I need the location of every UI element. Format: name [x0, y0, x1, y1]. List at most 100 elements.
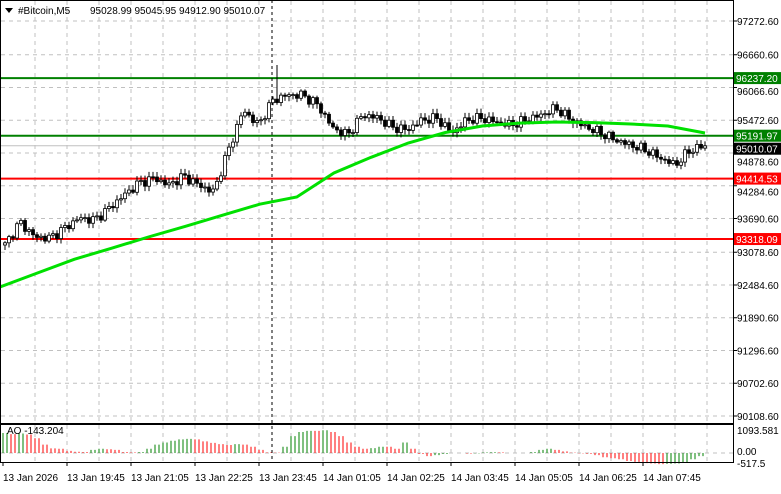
x-tick-label: 13 Jan 19:45	[67, 473, 125, 484]
moving-average-line	[0, 120, 706, 289]
candle-body	[99, 215, 103, 221]
candle-body	[179, 173, 183, 186]
ao-label: AO -143.204	[7, 426, 64, 437]
candle-body	[175, 181, 179, 186]
candle-body	[27, 229, 31, 232]
candle-body	[47, 234, 51, 242]
candle-body	[187, 174, 191, 185]
candle-body	[71, 220, 75, 230]
candle-body	[311, 97, 315, 105]
x-tick-label: 14 Jan 03:45	[451, 473, 509, 484]
candle-body	[403, 124, 407, 130]
y-tick-label: 90702.60	[737, 379, 779, 390]
horizontal-levels	[1, 77, 733, 241]
candle-body	[151, 176, 155, 179]
current-price-label: 95010.07	[736, 145, 778, 156]
candle-body	[7, 236, 11, 244]
candle-body	[523, 116, 527, 122]
candle-body	[3, 242, 7, 246]
candle-body	[599, 125, 603, 136]
level-label-bg	[734, 72, 781, 85]
candle-body	[39, 235, 43, 238]
candle-body	[363, 116, 367, 119]
collapse-triangle-icon[interactable]	[5, 8, 13, 13]
candle-body	[339, 129, 343, 136]
candle-body	[255, 120, 259, 123]
candle-body	[611, 131, 615, 141]
candle-body	[627, 141, 631, 145]
y-tick-label: 92484.60	[737, 281, 779, 292]
candle-body	[559, 109, 563, 117]
candle-body	[331, 122, 335, 128]
candle-body	[51, 233, 55, 236]
candle-body	[551, 104, 555, 115]
candle-body	[419, 117, 423, 126]
candle-body	[115, 199, 119, 209]
candle-body	[19, 220, 23, 225]
candle-body	[675, 160, 679, 166]
level-label: 93318.09	[736, 235, 778, 246]
y-tick-label: 96660.60	[737, 51, 779, 62]
candle-body	[263, 118, 267, 121]
candle-body	[307, 95, 311, 105]
candle-body	[491, 116, 495, 123]
candle-body	[399, 124, 403, 133]
candle-body	[383, 119, 387, 127]
ao-scale-min: -517.5	[737, 459, 766, 470]
x-tick-label: 13 Jan 23:45	[259, 473, 317, 484]
candle-body	[435, 113, 439, 119]
candle-body	[211, 188, 215, 193]
candle-body	[583, 124, 587, 127]
candle-body	[695, 144, 699, 153]
candle-body	[547, 113, 551, 116]
candle-body	[111, 206, 115, 209]
candle-body	[603, 134, 607, 140]
candle-body	[343, 129, 347, 136]
candle-body	[199, 182, 203, 188]
candle-body	[479, 113, 483, 120]
candle-body	[303, 90, 307, 97]
candle-body	[11, 236, 15, 239]
candle-body	[499, 121, 503, 124]
candle-body	[159, 179, 163, 183]
candle-body	[671, 160, 675, 164]
candle-body	[323, 112, 327, 115]
level-label-bg	[734, 233, 781, 246]
candle-body	[655, 149, 659, 158]
candle-body	[91, 216, 95, 224]
price-axis: 97272.60 96660.60 96066.60 95472.60 94878.60…	[733, 17, 779, 423]
candle-body	[651, 149, 655, 156]
candle-body	[139, 180, 143, 182]
candle-body	[663, 158, 667, 161]
candle-body	[699, 144, 703, 149]
candle-body	[283, 94, 287, 97]
candle-body	[407, 129, 411, 131]
candle-body	[355, 117, 359, 133]
x-tick-label: 14 Jan 06:25	[579, 473, 637, 484]
candle-body	[23, 220, 27, 232]
candle-body	[207, 186, 211, 193]
candle-body	[683, 149, 687, 163]
candle-body	[63, 225, 67, 228]
candle-body	[351, 132, 355, 134]
candle-body	[147, 176, 151, 187]
candle-body	[219, 175, 223, 182]
x-tick-label: 13 Jan 21:05	[131, 473, 189, 484]
candle-body	[635, 147, 639, 151]
grid	[1, 1, 733, 462]
candle-body	[231, 141, 235, 148]
y-tick-label: 93078.60	[737, 248, 779, 259]
candle-body	[411, 124, 415, 131]
y-tick-label: 94284.60	[737, 188, 779, 199]
candle-body	[659, 156, 663, 160]
x-tick-label: 14 Jan 07:45	[643, 473, 701, 484]
candle-body	[299, 90, 303, 99]
candle-body	[239, 115, 243, 125]
candle-body	[67, 225, 71, 230]
candle-body	[319, 103, 323, 114]
candle-body	[227, 146, 231, 156]
candle-body	[703, 145, 707, 149]
candle-body	[295, 94, 299, 99]
candle-body	[291, 94, 295, 97]
